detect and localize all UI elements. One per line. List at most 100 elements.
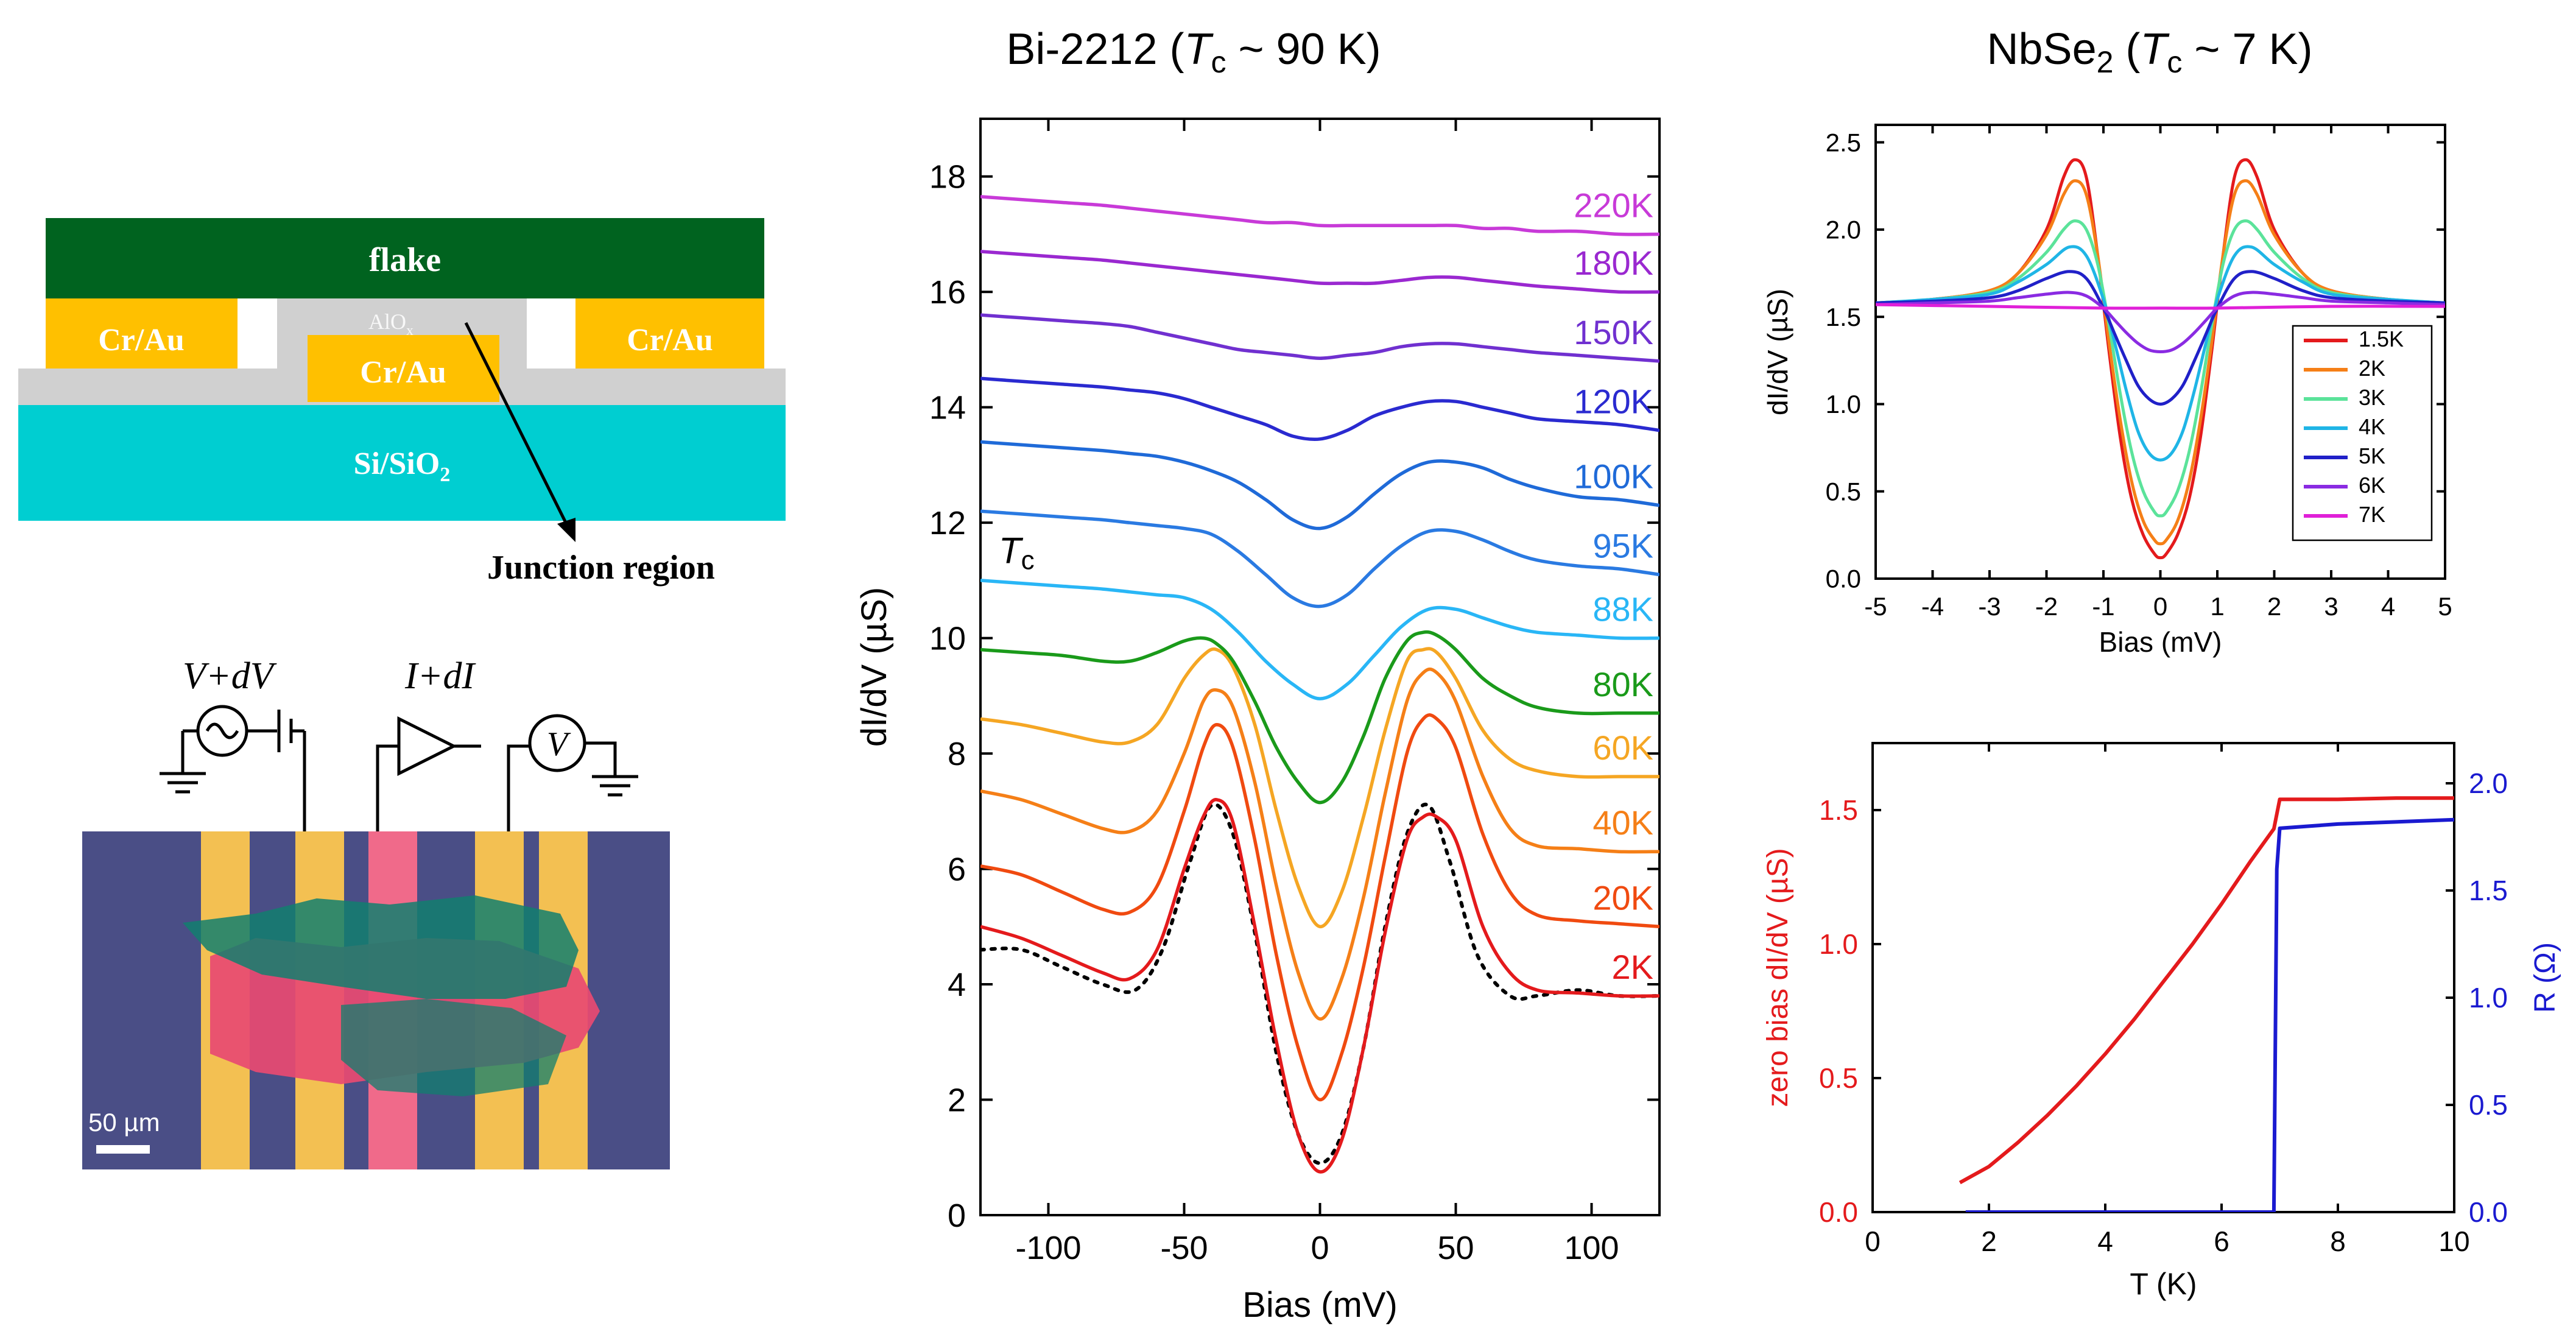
y-tick-label: 2.0 <box>1826 216 1861 244</box>
series-line-3k <box>1876 219 2445 518</box>
series-line-zero-bias-di-dv <box>1958 796 2454 1185</box>
temperature-chart: 0 2 4 6 8 100.00.51.01.50.00.51.01.52.0T (K)z… <box>1762 742 2561 1301</box>
x-tick-label: 6 <box>2214 1225 2229 1257</box>
substrate-label: Si/SiO2 <box>354 446 451 486</box>
sine-icon <box>205 722 239 739</box>
series-line-4k <box>1876 245 2445 462</box>
series-line-80k <box>980 630 1659 805</box>
y2-tick-label: 1.0 <box>2469 982 2508 1014</box>
series-line-20k <box>980 713 1659 1102</box>
y-tick-label: 4 <box>948 967 966 1003</box>
bi2212-chart: -100 -50 0 50 100 0 2 4 6 8 10 12 14 16 18 2K 20K 40K 60K 8… <box>854 118 1661 1325</box>
y-tick-label: 14 <box>929 390 966 426</box>
y-tick-label: 0.0 <box>1826 565 1861 593</box>
electrode-center-label: Cr/Au <box>360 355 446 390</box>
y-tick-label: 18 <box>929 159 966 196</box>
x-tick-label: 2 <box>2267 592 2281 621</box>
series-line-5k <box>1876 270 2445 406</box>
series-line-2k <box>1876 179 2445 546</box>
x-tick-label: 5 <box>2438 592 2452 621</box>
voltage-label: V+dV <box>183 655 277 697</box>
y-tick-label: 0 <box>948 1197 966 1234</box>
meter-lead <box>507 744 530 838</box>
y2-tick-label: 2.0 <box>2469 767 2508 799</box>
y-tick-label: 2.5 <box>1826 128 1861 157</box>
x-tick-label: -4 <box>1921 592 1944 621</box>
series-label-2k: 2K <box>1612 948 1654 986</box>
y-tick-label: 10 <box>929 621 966 657</box>
nbse2-chart: -5 -4 -3 -2 -1 0 1 2 3 4 5 0.0 0.5 1.0 1.5 2.0 2.5 1.5K 2K… <box>1762 124 2452 658</box>
scale-bar <box>96 1145 150 1154</box>
series-label-120k: 120K <box>1574 383 1653 421</box>
flake-label: flake <box>369 241 441 279</box>
series-line-2k <box>980 798 1659 1174</box>
amp-input-wire <box>376 744 399 838</box>
series-line-95k <box>980 509 1659 608</box>
x-tick-label: 4 <box>2381 592 2395 621</box>
series-label-60k: 60K <box>1592 728 1653 767</box>
electrode-left-label: Cr/Au <box>98 323 185 358</box>
x-tick-label: -100 <box>1015 1230 1081 1266</box>
series-line-220k <box>980 195 1659 236</box>
y-axis-label: zero bias dI/dV (µS) <box>1762 848 1794 1107</box>
series-line-150k <box>980 313 1659 363</box>
circuit-diagram <box>160 705 638 838</box>
series-label-150k: 150K <box>1574 313 1653 351</box>
x-tick-label: 0 <box>1865 1225 1881 1257</box>
y-axis-label: dI/dV (µS) <box>1762 289 1793 415</box>
voltmeter-label: V <box>547 725 571 763</box>
flake-green-lower <box>341 999 566 1096</box>
series-line-100k <box>980 440 1659 531</box>
x-tick-label: 10 <box>2438 1225 2469 1257</box>
current-label: I+dI <box>404 655 476 697</box>
y-tick-label: 1.0 <box>1819 928 1858 960</box>
legend-label: 5K <box>2359 443 2385 468</box>
x-tick-label: 1 <box>2210 592 2224 621</box>
legend-label: 6K <box>2359 473 2385 498</box>
x-tick-label: 0 <box>2153 592 2167 621</box>
substrate-layer <box>18 405 786 521</box>
ground-right-wire <box>585 741 617 777</box>
electrode-left <box>46 298 238 368</box>
legend-label: 1.5K <box>2359 326 2404 351</box>
junction-arrowhead <box>557 518 575 542</box>
x-tick-label: -5 <box>1864 592 1887 621</box>
x-tick-label: -50 <box>1160 1230 1208 1266</box>
x-tick-label: 2 <box>1981 1225 1997 1257</box>
series-label-180k: 180K <box>1574 244 1653 282</box>
x-tick-label: -3 <box>1978 592 2001 621</box>
y2-tick-label: 0.5 <box>2469 1089 2508 1121</box>
x-tick-label: 8 <box>2330 1225 2346 1257</box>
y-tick-label: 1.0 <box>1826 390 1861 418</box>
y-tick-label: 6 <box>948 851 966 887</box>
y-tick-label: 12 <box>929 505 966 541</box>
y-tick-label: 0.5 <box>1826 477 1861 506</box>
y-tick-label: 16 <box>929 274 966 311</box>
x-axis-label: Bias (mV) <box>1242 1285 1398 1325</box>
series-line-7k <box>1876 303 2445 310</box>
y2-tick-label: 1.5 <box>2469 875 2508 906</box>
x-tick-label: 100 <box>1564 1230 1619 1266</box>
series-line-180k <box>980 250 1659 294</box>
micrograph: 50 µm <box>82 831 670 1169</box>
y-tick-label: 1.5 <box>1826 303 1861 331</box>
legend-label: 7K <box>2359 502 2385 527</box>
junction-arrow <box>464 322 571 531</box>
legend-label: 3K <box>2359 385 2385 410</box>
series-label-88k: 88K <box>1592 590 1653 629</box>
bi2212-title: Bi-2212 (Tc ~ 90 K) <box>1006 25 1381 79</box>
series-label-80k: 80K <box>1592 665 1653 704</box>
electrode-center <box>308 335 499 402</box>
tc-annotation: Tc <box>999 530 1035 575</box>
plot-frame <box>1871 742 2455 1213</box>
series-line-6k <box>1876 291 2445 353</box>
electrode-right-label: Cr/Au <box>627 323 713 358</box>
y-tick-label: 0.5 <box>1819 1062 1858 1094</box>
x-axis-label: Bias (mV) <box>2099 626 2222 658</box>
series-line-60k <box>980 647 1659 929</box>
x-tick-label: -2 <box>2035 592 2058 621</box>
y-tick-label: 8 <box>948 736 966 772</box>
y2-axis-label: R (Ω) <box>2529 942 2561 1013</box>
y-tick-label: 2 <box>948 1082 966 1118</box>
